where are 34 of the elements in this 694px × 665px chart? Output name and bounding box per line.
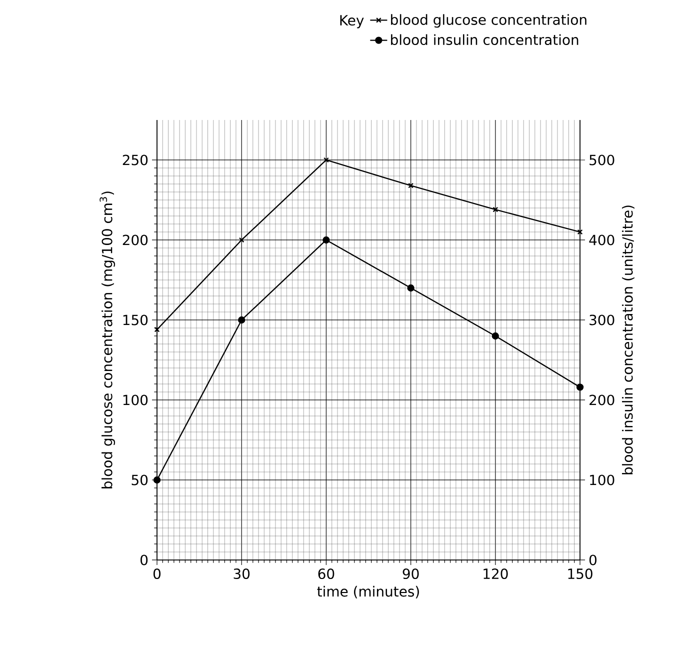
point	[238, 237, 244, 243]
y2-tick-label: 300	[590, 314, 614, 326]
point	[238, 316, 246, 324]
legend-title: Key	[340, 15, 364, 28]
y-tick-label: 250	[122, 154, 148, 166]
point	[492, 206, 498, 212]
y2-tick-label: 0	[589, 554, 596, 566]
x-tick-label: 150	[568, 568, 592, 580]
y2-tick-label: 500	[590, 154, 614, 166]
y-tick-label: 150	[123, 314, 148, 326]
y2-axis-title: blood insulin concentration (units/litre)	[622, 206, 634, 474]
point	[407, 284, 414, 292]
y-tick-label: 100	[123, 394, 148, 406]
point	[322, 236, 330, 244]
legend-label: blood glucose concentration	[391, 14, 586, 28]
x-tick-label: 60	[318, 568, 334, 580]
y2-tick-label: 100	[590, 474, 614, 486]
point	[408, 182, 414, 188]
point	[323, 157, 329, 163]
x-tick-label: 30	[234, 568, 250, 580]
x-tick-label: 0	[153, 568, 161, 580]
y2-tick-label: 200	[590, 394, 614, 406]
y-axis-title: blood glucose concentration (mg/100 cm$^{3}$)	[100, 192, 116, 488]
y-tick-label: 50	[132, 474, 148, 486]
x-axis-title: time (minutes)	[317, 586, 419, 598]
legend-label: blood insulin concentration	[391, 34, 578, 46]
y2-tick-label: 400	[589, 234, 614, 246]
point	[576, 384, 584, 391]
x-tick-label: 90	[402, 568, 419, 580]
y-tick-label: 0	[140, 554, 148, 566]
point	[153, 476, 161, 484]
y-tick-label: 200	[122, 234, 148, 246]
point	[492, 332, 499, 340]
x-tick-label: 120	[484, 568, 508, 580]
